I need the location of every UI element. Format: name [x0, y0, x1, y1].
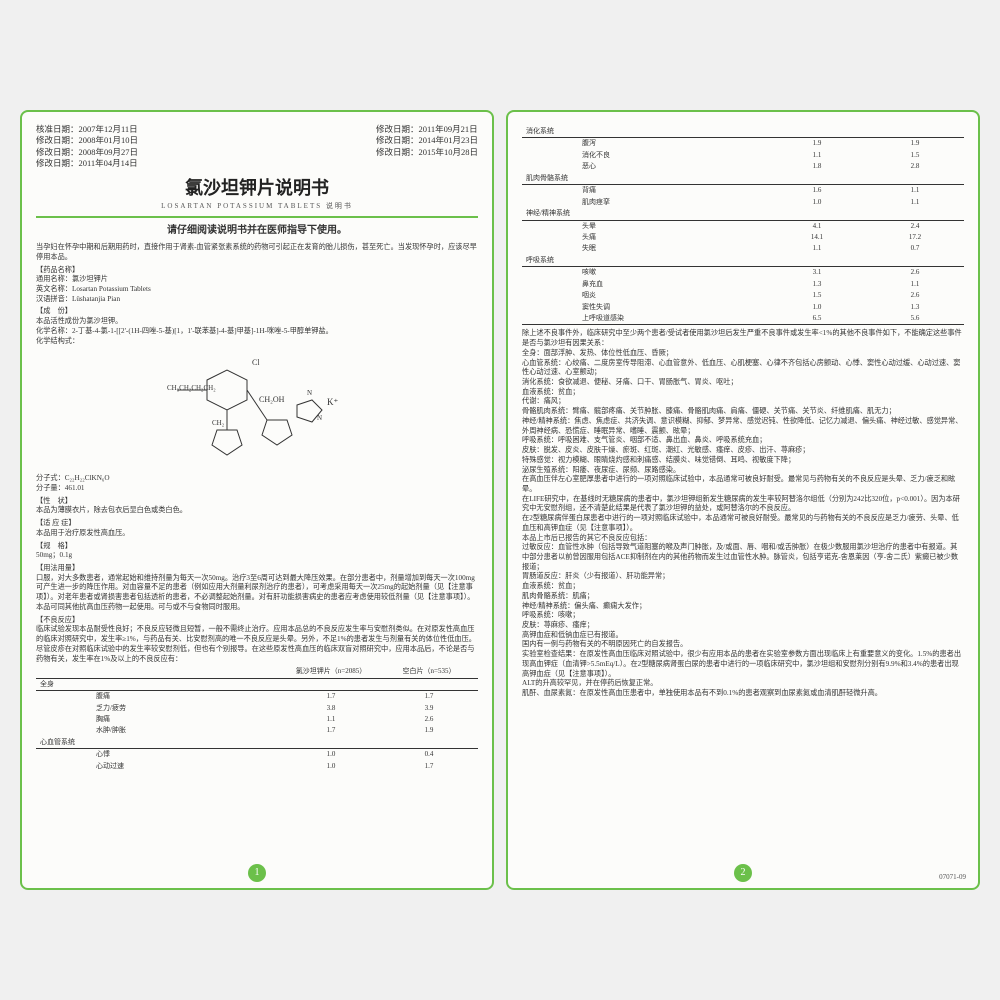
post-mkt: 胃肠道反应：肝炎（少有报道）、肝功能异常； [522, 572, 964, 582]
bullet: 呼吸系统：呼吸困难、支气管炎、咽部不适、鼻出血、鼻炎、呼吸系统充血； [522, 436, 964, 446]
pregnancy-warning: 当孕妇在怀孕中期和后期用药时，直接作用于肾素-血管紧张素系统的药物可引起正在发育… [36, 243, 478, 262]
date: 修改日期：2008年01月10日 [36, 135, 138, 146]
date: 修改日期：2014年01月23日 [376, 135, 478, 146]
ingredients-t2: 化学名称：2-丁基-4-氯-1-[[2'-(1H-四唑-5-基)[1，1'-联苯… [36, 327, 478, 337]
date: 修改日期：2008年09月27日 [36, 147, 138, 158]
svg-text:CH₂: CH₂ [212, 419, 225, 427]
dosage-h: 【用法用量】 [36, 564, 478, 574]
indication-h: 【适 应 症】 [36, 519, 478, 529]
date: 修改日期：2011年04月14日 [36, 158, 138, 169]
date: 修改日期：2015年10月28日 [376, 147, 478, 158]
post-mkt: 高钾血症和低钠血症已有报道。 [522, 631, 964, 641]
post-mkt: 皮肤：荨麻疹、瘙痒； [522, 621, 964, 631]
page-2: 消化系统 腹泻1.91.9 消化不良1.11.5 恶心1.82.8 肌肉骨骼系统… [506, 110, 980, 890]
p2-para2: 在高血压伴左心室肥厚患者中进行的一项对照临床试验中，本品通常可被良好耐受。最常见… [522, 475, 964, 494]
bullet: 血液系统：贫血； [522, 388, 964, 398]
adverse-table-2: 消化系统 腹泻1.91.9 消化不良1.11.5 恶心1.82.8 肌肉骨骼系统… [522, 126, 964, 325]
spec-h: 【规 格】 [36, 542, 478, 552]
molecule-structure: Cl CH₂OH CH₃CH₂CH₂CH₂ CH₂ K⁺ N N [157, 350, 357, 470]
svg-text:CH₂OH: CH₂OH [259, 395, 285, 404]
p2-para5: 本品上市后已报告的其它不良反应包括： [522, 534, 964, 544]
bullet: 特殊感觉：视力模糊、眼睛烧灼感和刺痛感、结膜炎、味觉错倒、耳鸣、视敏度下降； [522, 456, 964, 466]
svg-text:N: N [317, 414, 322, 422]
p2-para6: 实验室检查结果：在原发性高血压临床对照试验中，很少有应用本品的患者在实验室参数方… [522, 650, 964, 679]
formula: 分子式：C₂₂H₂₂ClKN₆O [36, 474, 478, 484]
page-1: 核准日期：2007年12月11日 修改日期：2008年01月10日 修改日期：2… [20, 110, 494, 890]
read-notice: 请仔细阅读说明书并在医师指导下使用。 [36, 224, 478, 238]
ingredients-t1: 本品活性成份为氯沙坦钾。 [36, 317, 478, 327]
bullet: 泌尿生殖系统：阳痿、夜尿症、尿频、尿路感染。 [522, 466, 964, 476]
post-mkt: 过敏反应：血管性水肿（包括导致气道阻塞的喉及声门肿胀，及/或面、唇、咽和/或舌肿… [522, 543, 964, 572]
dates-block: 核准日期：2007年12月11日 修改日期：2008年01月10日 修改日期：2… [36, 124, 478, 170]
adverse-intro: 临床试验发现本品耐受性良好；不良反应轻微且短暂，一般不需终止治疗。应用本品总的不… [36, 625, 478, 664]
post-mkt: 血液系统：贫血； [522, 582, 964, 592]
ingredients-h: 【成 份】 [36, 307, 478, 317]
pinyin-name: 汉语拼音：Lüshatanjia Pian [36, 295, 478, 305]
bullet: 皮肤：脱发、皮炎、皮肤干燥、瘀斑、红斑、潮红、光敏感、瘙痒、皮疹、出汗、荨麻疹； [522, 446, 964, 456]
post-mkt: 肌肉骨骼系统：肌痛； [522, 592, 964, 602]
p2-para8: 肌酐、血尿素氮：在原发性高血压患者中，单独使用本品有不到0.1%的患者观察到血尿… [522, 689, 964, 699]
doc-subtitle: LOSARTAN POTASSIUM TABLETS 说明书 [36, 202, 478, 217]
character-t: 本品为薄膜衣片，除去包衣后显白色或类白色。 [36, 506, 478, 516]
spec-t: 50mg；0.1g [36, 551, 478, 561]
date: 核准日期：2007年12月11日 [36, 124, 138, 135]
p2-para3: 在LIFE研究中，在基线时无糖尿病的患者中，氯沙坦钾组新发生糖尿病的发生率较阿替… [522, 495, 964, 514]
date: 修改日期：2011年09月21日 [376, 124, 478, 135]
character-h: 【性 状】 [36, 497, 478, 507]
page-number: 2 [734, 864, 752, 882]
adverse-h: 【不良反应】 [36, 616, 478, 626]
bullet: 骨骼肌肉系统：臂痛、髋部疼痛、关节肿胀、膝痛、骨骼肌肉痛、肩痛、僵硬、关节痛、关… [522, 407, 964, 417]
doc-title: 氯沙坦钾片说明书 [36, 176, 478, 200]
doc-code: 07071-09 [939, 873, 966, 882]
p2-para1: 除上述不良事件外，临床研究中至少两个患者/受试者使用氯沙坦后发生严重不良事件或发… [522, 329, 964, 348]
adverse-table-1: 氯沙坦钾片（n=2085）空白片（n=535） 全身 腹痛1.71.7 乏力/疲… [36, 666, 478, 772]
generic-name: 通用名称：氯沙坦钾片 [36, 275, 478, 285]
bullet: 全身：面部浮肿、发热、体位性低血压、昏厥； [522, 349, 964, 359]
dosage-t: 口服，对大多数患者，通常起始和维持剂量为每天一次50mg。治疗3至6周可达到最大… [36, 574, 478, 613]
drug-names-h: 【药品名称】 [36, 266, 478, 276]
bullet: 神经/精神系统：焦虑、焦虑症、共济失调、意识模糊、抑郁、梦异常、感觉迟钝、性欲降… [522, 417, 964, 436]
p2-para7: ALT的升高较罕见，并在停药后恢复正常。 [522, 679, 964, 689]
mw: 分子量：461.01 [36, 484, 478, 494]
svg-text:Cl: Cl [252, 358, 260, 367]
bullet: 心血管系统：心绞痛、二度房室传导阻滞、心血管意外、低血压、心肌梗塞、心律不齐包括… [522, 359, 964, 378]
p2-para4: 在2型糖尿病伴蛋白尿患者中进行的一项对照临床试验中，本品通常可被良好耐受。最常见… [522, 514, 964, 533]
svg-text:K⁺: K⁺ [327, 397, 338, 407]
post-mkt: 国内有一例与药物有关的不明原因死亡的自发报告。 [522, 640, 964, 650]
svg-text:CH₃CH₂CH₂CH₂: CH₃CH₂CH₂CH₂ [167, 384, 216, 392]
svg-text:N: N [307, 389, 312, 397]
english-name: 英文名称：Losartan Potassium Tablets [36, 285, 478, 295]
ingredients-t3: 化学结构式： [36, 337, 478, 347]
bullet: 代谢：痛风； [522, 397, 964, 407]
post-mkt: 神经/精神系统：偏头痛、癫痫大发作； [522, 602, 964, 612]
bullet: 消化系统：食欲减退、便秘、牙痛、口干、胃肠胀气、胃炎、呕吐； [522, 378, 964, 388]
indication-t: 本品用于治疗原发性高血压。 [36, 529, 478, 539]
post-mkt: 呼吸系统：咳嗽； [522, 611, 964, 621]
page-number: 1 [248, 864, 266, 882]
